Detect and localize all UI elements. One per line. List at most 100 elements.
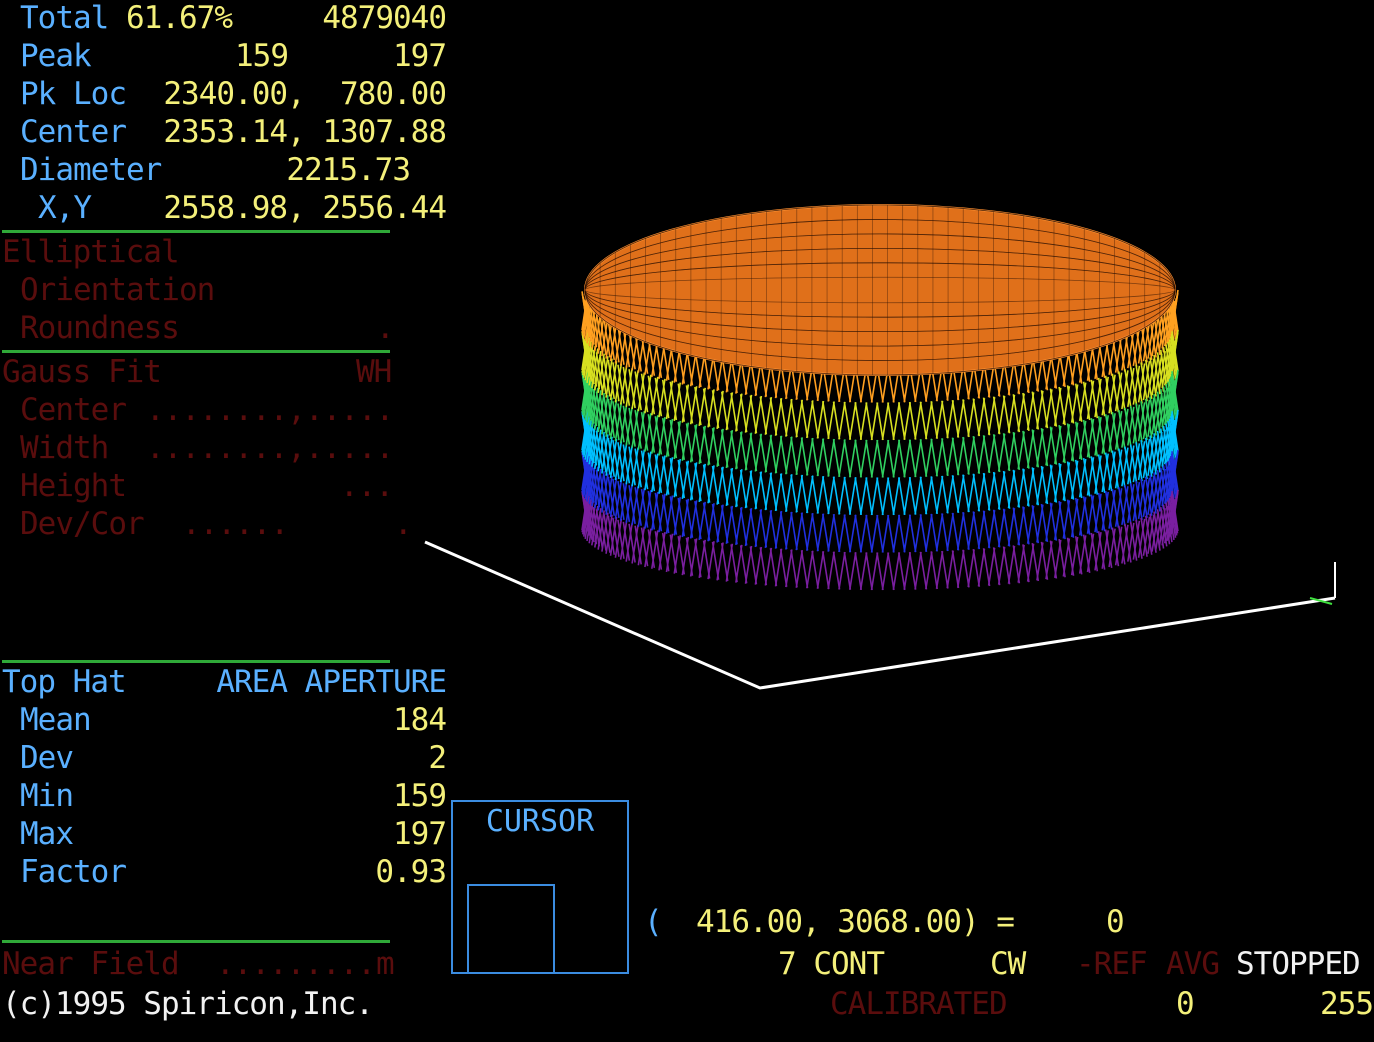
plot-strand [595, 352, 604, 392]
plot-strand [1114, 449, 1123, 489]
cursor-box[interactable]: CURSOR [451, 800, 629, 974]
plot-strand [992, 509, 1001, 548]
plot-strand [631, 408, 639, 448]
plot-strand [609, 438, 618, 479]
plot-strand [609, 399, 618, 440]
plot-strand [838, 476, 846, 515]
plot-strand [1140, 517, 1148, 557]
plot-strand [1171, 409, 1179, 451]
max-label: Max [20, 816, 74, 852]
plot-strand [919, 514, 928, 552]
plot-strand [822, 401, 830, 439]
plot-strand [982, 472, 991, 511]
plot-strand [914, 439, 922, 478]
plot-strand [601, 434, 609, 474]
plot-strand [1142, 322, 1151, 362]
plot-strand [749, 433, 758, 472]
plot-strand [800, 399, 809, 438]
plot-strand [1144, 437, 1153, 477]
plot-strand [601, 395, 609, 435]
plot-strand [811, 400, 819, 439]
plot-strand [749, 546, 758, 585]
plot-strand [816, 551, 825, 589]
plot-strand [1155, 471, 1163, 511]
plot-strand [607, 320, 616, 361]
plot-strand [759, 434, 768, 473]
plot-strand [628, 446, 636, 486]
gauss-width-value: ........,..... [146, 430, 394, 466]
plot-strand [622, 521, 631, 561]
plot-strand [605, 475, 613, 515]
plot-strand [1171, 289, 1179, 331]
plot-strand [1121, 370, 1129, 410]
plot-strand [592, 467, 601, 508]
plot-strand [1104, 490, 1113, 530]
plot-strand [919, 401, 928, 440]
plot-strand [919, 439, 928, 477]
plot-mesh-ring [584, 204, 1176, 376]
plot-strand [887, 514, 895, 553]
plot-strand [1118, 487, 1126, 526]
plot-strand [759, 396, 768, 435]
plot-strand [908, 551, 917, 590]
plot-strand [887, 477, 895, 516]
plot-strand [811, 550, 819, 589]
plot-strand [609, 360, 618, 401]
plot-strand [589, 307, 598, 348]
plot-strand [1127, 329, 1135, 369]
plot-strand [730, 430, 738, 469]
plot-strand [592, 349, 601, 390]
plot-strand [854, 514, 863, 553]
plot-strand [790, 399, 798, 438]
plot-strand [843, 439, 852, 478]
plot-strand [982, 510, 991, 549]
peak-label: Peak [20, 38, 92, 74]
plot-strand [764, 396, 773, 435]
plot-strand [1140, 401, 1148, 441]
plot-strand [1121, 447, 1129, 487]
plot-strand [1147, 358, 1155, 398]
beam-3d-plot[interactable] [400, 180, 1360, 720]
plot-strand [619, 520, 628, 560]
plot-strand [603, 396, 611, 436]
plot-strand [617, 325, 625, 365]
plot-strand [612, 439, 620, 480]
plot-strand [832, 476, 841, 515]
plot-strand [634, 487, 642, 526]
plot-strand [997, 395, 1006, 434]
plot-strand [914, 551, 922, 590]
plot-strand [1158, 429, 1166, 470]
plot-strand [838, 514, 846, 553]
plot-strand [977, 435, 986, 474]
plot-strand [612, 362, 620, 402]
plot-strand [595, 313, 604, 353]
plot-strand [586, 303, 594, 344]
plot-strand [749, 508, 758, 547]
plot-strand [919, 476, 928, 515]
plot-strand [597, 510, 605, 550]
plot-strand [1151, 512, 1159, 552]
plot-strand [583, 458, 592, 499]
plot-strand [1132, 365, 1141, 405]
plot-strand [903, 402, 912, 440]
plot-strand [956, 474, 965, 513]
plot-strand [827, 513, 835, 552]
plot-strand [977, 397, 986, 436]
plot-strand [1151, 473, 1159, 513]
plot-strand [941, 438, 949, 476]
plot-strand [881, 439, 890, 478]
plot-strand [982, 548, 991, 587]
xy-value: 2558.98, 2556.44 [163, 190, 447, 226]
plot-strand [1017, 544, 1025, 583]
plot-strand [785, 549, 793, 588]
cursor-value: 0 [1106, 904, 1125, 940]
cursor-open-paren: ( [644, 904, 663, 940]
plot-axes [424, 540, 1336, 690]
plot-strand [897, 514, 906, 553]
plot-strand [617, 480, 625, 521]
plot-strand [605, 397, 613, 437]
plot-strand [774, 435, 783, 474]
factor-label: Factor [20, 854, 127, 890]
plot-strand [1140, 478, 1148, 518]
plot-strand [1135, 403, 1143, 443]
